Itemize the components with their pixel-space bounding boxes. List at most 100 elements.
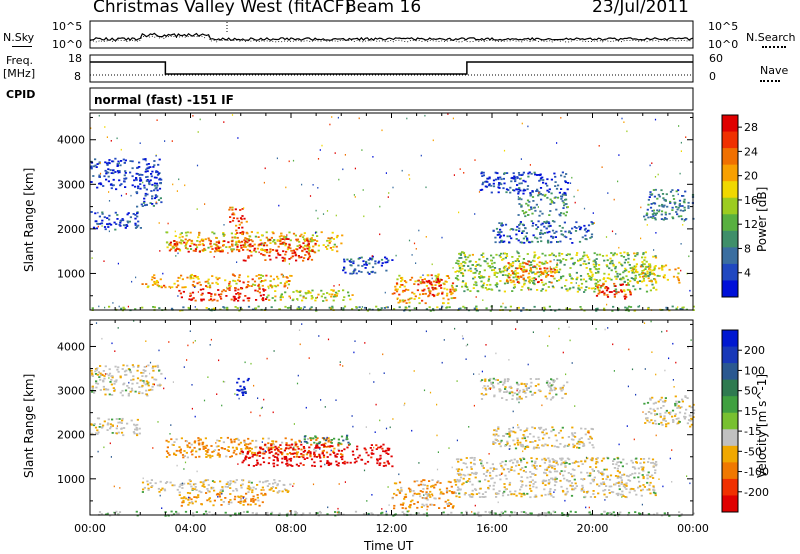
data-cell [504, 463, 507, 466]
data-cell [204, 450, 208, 452]
data-cell [441, 305, 444, 308]
noise-cell [98, 305, 100, 308]
data-cell [664, 264, 668, 267]
data-cell [117, 431, 120, 434]
data-cell [247, 299, 250, 302]
data-cell [503, 252, 507, 255]
data-cell [332, 295, 336, 298]
data-cell [530, 460, 534, 463]
data-cell [247, 238, 250, 240]
data-cell [217, 445, 220, 448]
data-cell [92, 226, 96, 229]
data-cell [148, 183, 151, 186]
data-cell [555, 477, 558, 480]
data-cell [654, 256, 658, 259]
data-cell [506, 235, 509, 238]
data-cell [473, 462, 476, 465]
data-cell [539, 210, 542, 213]
data-cell [630, 487, 633, 490]
data-cell [555, 230, 558, 233]
data-cell [192, 280, 195, 283]
data-cell [119, 224, 122, 227]
data-cell [211, 455, 214, 457]
data-cell [570, 482, 574, 484]
data-cell [211, 231, 214, 234]
data-cell [249, 442, 252, 445]
noise-cell [91, 257, 93, 259]
data-cell [230, 501, 233, 504]
data-cell [393, 492, 396, 495]
data-cell [512, 172, 515, 175]
data-cell [144, 158, 147, 160]
data-cell [225, 295, 228, 297]
data-cell [272, 446, 275, 449]
data-cell [458, 270, 461, 273]
data-cell [511, 430, 514, 433]
data-cell [283, 488, 287, 491]
data-cell [646, 488, 649, 491]
data-cell [447, 298, 450, 301]
data-cell [523, 458, 526, 460]
data-cell [257, 451, 260, 454]
data-cell [147, 487, 150, 490]
data-cell [456, 489, 459, 491]
data-cell [111, 424, 114, 427]
data-cell [155, 280, 159, 282]
data-cell [240, 486, 243, 489]
data-cell [312, 437, 315, 440]
data-cell [181, 278, 184, 281]
data-cell [435, 281, 438, 284]
data-cell [584, 238, 587, 240]
data-cell [337, 438, 340, 441]
data-cell [487, 288, 490, 290]
data-cell [191, 453, 194, 456]
data-cell [546, 240, 550, 243]
data-cell [149, 166, 152, 168]
data-cell [615, 253, 618, 256]
data-cell [145, 380, 148, 383]
data-cell [412, 490, 415, 492]
data-cell [590, 437, 593, 440]
data-cell [435, 279, 438, 282]
data-cell [512, 461, 515, 464]
data-cell [654, 464, 658, 467]
data-cell [352, 453, 355, 456]
noise-cell [679, 172, 681, 175]
data-cell [353, 461, 356, 464]
data-cell [259, 239, 262, 242]
data-cell [259, 446, 262, 449]
data-cell [265, 249, 269, 251]
data-cell [555, 271, 558, 273]
data-cell [519, 262, 522, 265]
data-cell [652, 485, 655, 488]
data-cell [622, 495, 625, 497]
data-cell [141, 174, 144, 176]
data-cell [237, 288, 240, 291]
data-cell [468, 494, 471, 496]
data-cell [580, 437, 583, 439]
data-cell [526, 427, 529, 430]
data-cell [254, 307, 258, 310]
data-cell [676, 276, 679, 278]
data-cell [492, 269, 496, 271]
data-cell [692, 309, 695, 311]
data-region-9 [266, 289, 354, 302]
data-cell [342, 269, 345, 272]
data-region-10 [492, 426, 595, 450]
noise-cell [358, 117, 360, 120]
data-cell [596, 253, 599, 256]
noise-cell [392, 186, 394, 189]
data-cell [194, 248, 198, 250]
data-cell [615, 270, 618, 273]
data-cell [303, 449, 307, 452]
data-cell [539, 274, 542, 276]
data-cell [643, 259, 646, 262]
data-cell [500, 252, 503, 255]
noise-cell [556, 262, 558, 265]
data-cell [101, 425, 104, 428]
data-cell [502, 270, 505, 273]
data-cell [384, 256, 387, 259]
data-cell [588, 287, 591, 290]
data-cell [218, 277, 221, 279]
noise-cell [475, 296, 477, 298]
